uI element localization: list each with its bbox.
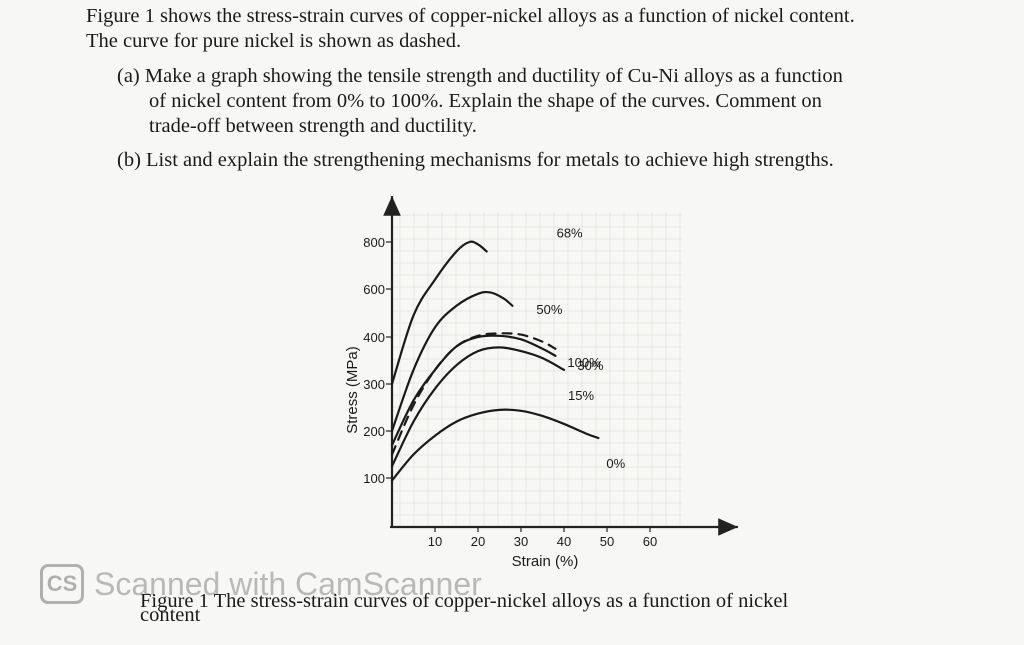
series-label: 100% [567, 355, 601, 370]
question-part-a: (a) Make a graph showing the tensile str… [117, 64, 843, 139]
watermark-text: Scanned with CamScanner [94, 565, 482, 602]
question-part-b: (b) List and explain the strengthening m… [117, 149, 834, 171]
series-curve [390, 408, 600, 482]
camscanner-logo-icon: CS [40, 564, 84, 604]
x-tick-label: 50 [600, 534, 614, 549]
chart-series [390, 240, 600, 482]
series-label: 0% [606, 456, 625, 471]
series-curve [390, 240, 488, 386]
x-axis-label: Strain (%) [512, 553, 579, 570]
y-tick-label: 600 [363, 282, 385, 297]
series-label: 15% [568, 388, 594, 403]
chart-grid [392, 212, 682, 528]
figure-caption: Figure 1 The stress-strain curves of cop… [140, 590, 789, 612]
x-tick-label: 20 [471, 534, 485, 549]
chart-series-labels: 68% 50% 30%100% 15% 0% [536, 225, 625, 471]
x-tick-label: 10 [428, 534, 442, 549]
series-label: 50% [536, 302, 562, 317]
intro-line: The curve for pure nickel is shown as da… [86, 30, 462, 52]
part-a-line: trade-off between strength and ductility… [149, 115, 477, 137]
x-tick-label: 40 [557, 534, 571, 549]
camscanner-watermark: CS Scanned with CamScanner [40, 560, 482, 608]
series-curve [390, 332, 557, 456]
y-tick-label: 400 [363, 330, 385, 345]
series-label: 68% [557, 225, 583, 240]
intro-paragraph: Figure 1 shows the stress-strain curves … [86, 4, 855, 54]
x-tick-label: 60 [643, 534, 657, 549]
y-tick-label: 200 [363, 424, 385, 439]
intro-line: Figure 1 shows the stress-strain curves … [86, 5, 855, 27]
x-tick-label: 30 [514, 534, 528, 549]
part-a-line: of nickel content from 0% to 100%. Expla… [149, 90, 822, 112]
series-curve [390, 290, 514, 433]
y-tick-label: 800 [363, 235, 385, 250]
y-tick-label: 100 [363, 471, 385, 486]
figure-caption-continued: content [140, 604, 201, 626]
y-axis-label: Stress (MPa) [344, 346, 361, 434]
chart-ticks: 10 20 30 40 50 60 100 200 300 400 600 800 [363, 235, 657, 549]
series-curve [390, 334, 557, 447]
y-tick-label: 300 [363, 377, 385, 392]
series-curve [390, 346, 566, 468]
part-a-line: (a) Make a graph showing the tensile str… [117, 65, 843, 87]
series-label: 30% [577, 358, 603, 373]
